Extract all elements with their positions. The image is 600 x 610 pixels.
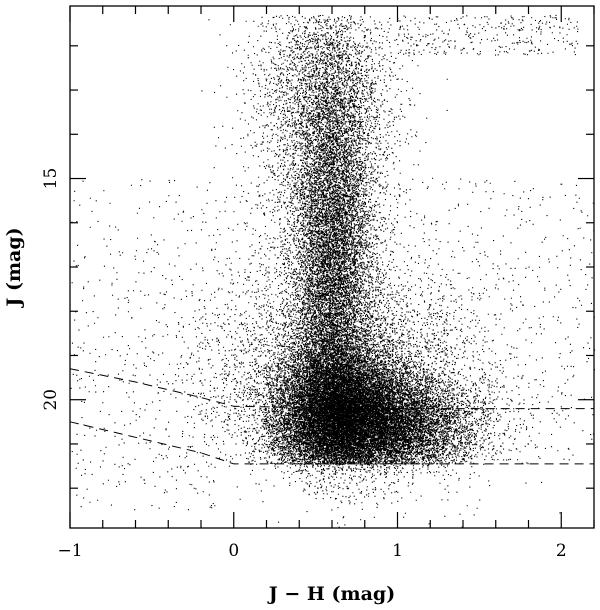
y-tick-label: 20 [41, 389, 61, 411]
x-tick-label: −1 [57, 541, 82, 561]
x-tick-label: 2 [556, 541, 567, 561]
scatter-point-cloud [70, 14, 596, 528]
dashed-curves [69, 368, 594, 465]
axis-tick-labels: −1 0 1 2 15 20 [41, 168, 567, 561]
y-axis-label: J (mag) [3, 227, 25, 308]
x-tick-label: 1 [392, 541, 403, 561]
dashed-curve-2 [69, 421, 594, 465]
scatter-points [70, 14, 596, 528]
axis-ticks [69, 6, 595, 528]
dashed-curve-1 [69, 368, 594, 410]
x-axis-label: J − H (mag) [267, 583, 395, 605]
y-tick-label: 15 [41, 168, 61, 190]
x-tick-label: 0 [228, 541, 239, 561]
